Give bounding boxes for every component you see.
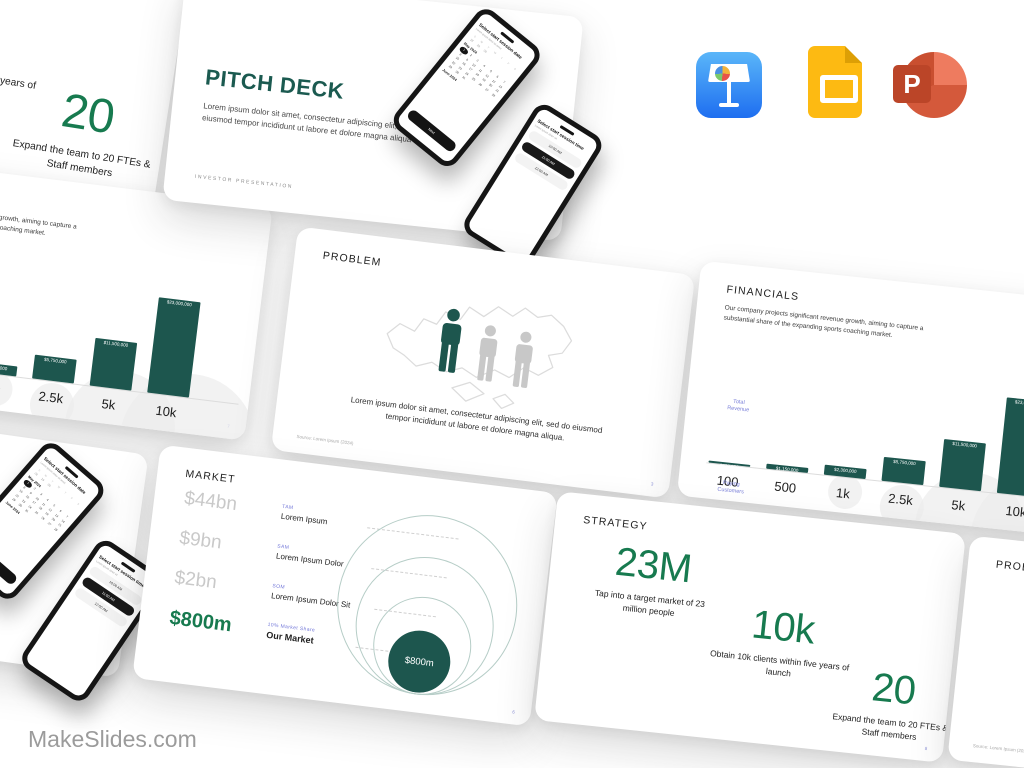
next-button: Next <box>0 539 19 587</box>
bar-value-label: $5,750,000 <box>893 458 916 467</box>
slide-title: PROBLEM <box>322 249 383 269</box>
bar-value-label: $2,300,000 <box>833 466 857 475</box>
source-note: Source: Lorem Ipsum (2024) <box>972 743 1024 755</box>
market-value-our: $800m <box>168 606 233 637</box>
cover-eyebrow: INVESTOR PRESENTATION <box>194 173 294 191</box>
bar-value-label: $5,750,000 <box>43 356 67 365</box>
keynote-stem <box>727 82 731 104</box>
stat-caption: Expand the team to 20 FTEs & Staff membe… <box>831 711 949 743</box>
stat-value: 10k <box>749 602 817 653</box>
stat-value: 20 <box>869 665 918 714</box>
financials-intro: Our company projects significant revenue… <box>0 199 78 237</box>
keynote-base <box>719 103 739 107</box>
slide-title: MARKET <box>184 467 237 486</box>
person-icon <box>512 331 533 388</box>
strategy-stat: 23M Tap into a target market of 23 milli… <box>581 539 723 624</box>
strategy-stat: 20 Expand the team to 20 FTEs & Staff me… <box>4 79 166 187</box>
stat-value: 23M <box>613 539 694 592</box>
market-tag: SAM <box>276 543 290 551</box>
bar-category-label: 1k <box>835 485 851 502</box>
slide-title: FINANCIALS <box>725 283 800 304</box>
bar-column: $2,300,000 1k <box>823 367 877 501</box>
bar-value-label: $2,300,000 <box>0 363 8 372</box>
bar-column: $11,500,000 5k <box>939 379 992 514</box>
page-number: 6 <box>512 709 516 715</box>
stat-caption: Obtain 10k clients within five years of … <box>709 648 850 679</box>
territory-map-outline <box>386 306 573 410</box>
market-name: Lorem Ipsum <box>280 511 328 527</box>
bar-column: $23,000,000 10k <box>996 385 1024 520</box>
bar-column: $5,750,000 2.5k <box>881 373 934 508</box>
financials-intro: Our company projects significant revenue… <box>723 304 924 339</box>
slide-strategy: STRATEGY 23M Tap into a target market of… <box>534 491 966 763</box>
stat-caption: Tap into a target market of 23 million p… <box>594 587 706 619</box>
source-note: Source: Lorem Ipsum (2024) <box>296 433 354 446</box>
bar-value-label: $11,500,000 <box>952 440 978 449</box>
google-slides-frame <box>820 75 858 103</box>
bar-column: $23,000,000 10k <box>147 285 202 420</box>
cover-title: PITCH DECK <box>204 64 346 104</box>
powerpoint-icon: P <box>893 48 967 122</box>
market-tag: SOM <box>272 583 286 591</box>
page-number: 3 <box>650 481 654 487</box>
strategy-stat: 20 Expand the team to 20 FTEs & Staff me… <box>826 663 958 747</box>
revenue-bar-chart: $230,000100$1,150,000500$2,300,0001k$5,7… <box>0 249 252 420</box>
bar-value-label: $23,000,000 <box>1014 399 1024 407</box>
bar-category-label: 500 <box>773 478 797 496</box>
powerpoint-letter: P <box>893 65 931 103</box>
market-value: $44bn <box>183 487 239 516</box>
market-name: Lorem Ipsum Dolor <box>275 551 345 569</box>
slide-cover: PITCH DECK Lorem ipsum dolor sit amet, c… <box>162 0 607 271</box>
stat-value: 10k <box>0 0 46 70</box>
market-tag: TAM <box>281 503 294 512</box>
bar-value-label: $23,000,000 <box>166 299 193 308</box>
google-slides-icon <box>808 46 862 118</box>
slide-financials: FINANCIALS Our company projects signific… <box>676 260 1024 540</box>
keynote-icon <box>696 52 762 118</box>
bar-column: $1,150,000 500 <box>766 361 819 496</box>
slide-problem: PROBLEM Lorem ipsum dolor sit amet, cons… <box>270 226 696 499</box>
person-icon <box>477 325 498 382</box>
keynote-pie <box>714 65 731 82</box>
bar-value-label: $1,150,000 <box>775 465 799 473</box>
time-options: 10:00 AM 11:00 AM 12:00 AM <box>73 564 144 629</box>
slide-title: STRATEGY <box>582 514 649 533</box>
bar-value-label: $230,000 <box>719 462 739 470</box>
slide-cover-partial: PITCH DECK Lorem ipsum dolor sit amet, c… <box>0 399 167 706</box>
market-value: $9bn <box>178 527 223 554</box>
bar-column: $5,750,000 2.5k <box>32 271 87 406</box>
bar-value-label: $11,500,000 <box>103 339 129 348</box>
people-icons <box>426 304 559 434</box>
slide-market: MARKET $44bn TAM Lorem Ipsum $9bn SAM Lo… <box>132 444 558 727</box>
page-number: 8 <box>924 745 928 752</box>
market-value: $2bn <box>173 567 218 594</box>
brand-logo-text: MakeSlides.com <box>28 726 197 752</box>
person-icon <box>438 308 462 373</box>
slide-title: PROBLEM <box>995 558 1024 577</box>
bar-column: $11,500,000 5k <box>89 278 145 413</box>
